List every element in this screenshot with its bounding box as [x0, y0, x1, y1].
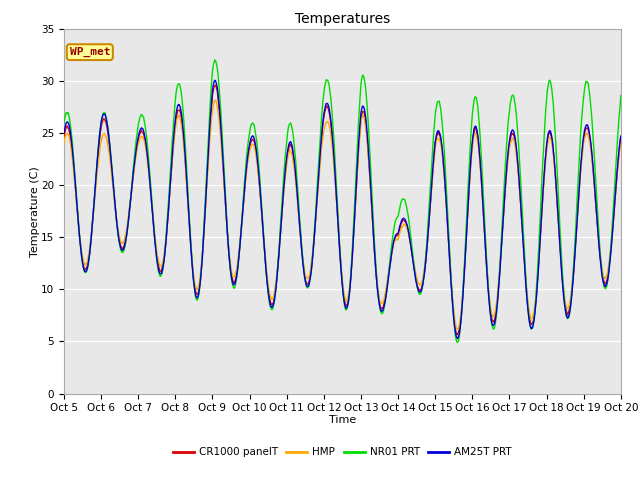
- X-axis label: Time: Time: [329, 415, 356, 425]
- Y-axis label: Temperature (C): Temperature (C): [29, 166, 40, 257]
- Legend: CR1000 panelT, HMP, NR01 PRT, AM25T PRT: CR1000 panelT, HMP, NR01 PRT, AM25T PRT: [169, 443, 516, 461]
- Text: WP_met: WP_met: [70, 47, 110, 57]
- Title: Temperatures: Temperatures: [295, 12, 390, 26]
